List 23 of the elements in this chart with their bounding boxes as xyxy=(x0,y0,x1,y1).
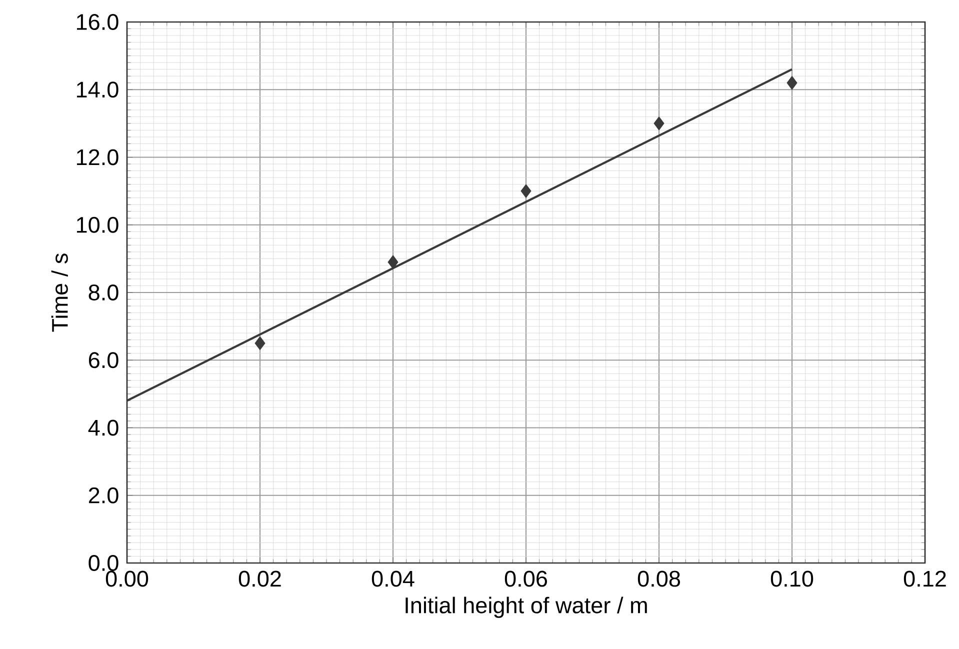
y-tick-label: 0.0 xyxy=(88,555,118,572)
y-tick-label: 16.0 xyxy=(76,14,118,30)
x-tick-label: 0.08 xyxy=(638,570,680,587)
y-tick-label: 10.0 xyxy=(76,216,118,233)
x-tick-label: 0.12 xyxy=(904,570,946,587)
y-axis-title: Time / s xyxy=(51,254,68,332)
y-tick-label: 4.0 xyxy=(88,420,118,436)
y-tick-label: 14.0 xyxy=(76,82,118,98)
x-tick-label: 0.00 xyxy=(106,570,148,587)
x-tick-label: 0.02 xyxy=(238,570,281,587)
point xyxy=(654,116,664,130)
point xyxy=(520,184,532,198)
y-tick-label: 12.0 xyxy=(76,149,118,166)
x-tick-label: 0.10 xyxy=(770,570,814,587)
point xyxy=(254,336,266,350)
x-tick-label: 0.06 xyxy=(504,570,547,587)
point xyxy=(388,255,398,269)
x-tick-label: 0.04 xyxy=(372,570,414,587)
y-tick-label: 6.0 xyxy=(88,352,118,368)
x-axis-title: Initial height of water / m xyxy=(406,596,647,618)
point xyxy=(786,76,798,90)
y-tick-label: 2.0 xyxy=(88,487,118,504)
y-tick-label: 8.0 xyxy=(88,284,118,300)
